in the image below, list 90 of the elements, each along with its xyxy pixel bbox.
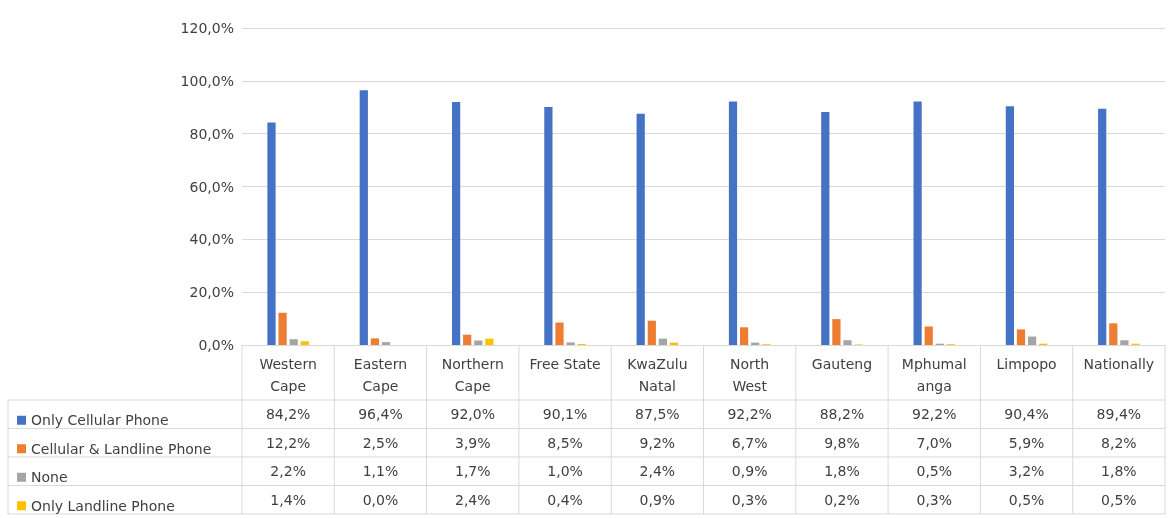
- bar: [913, 101, 922, 345]
- data-label: 3,2%: [1008, 463, 1045, 480]
- x-tick-label: Western Cape: [259, 356, 317, 394]
- data-label: 92,2%: [912, 406, 957, 423]
- data-label: 90,4%: [1004, 406, 1049, 423]
- bar: [267, 122, 276, 345]
- bar: [381, 342, 391, 345]
- bar: [566, 342, 575, 345]
- data-label: 0,3%: [916, 491, 953, 508]
- data-label: 1,7%: [454, 463, 491, 480]
- y-tick-label: 40,0%: [189, 231, 234, 248]
- y-tick-label: 80,0%: [189, 125, 234, 142]
- data-label: 0,2%: [824, 491, 860, 508]
- bar: [300, 341, 309, 345]
- legend-label: Only Cellular Phone: [31, 412, 169, 429]
- x-tick-label: Northern Cape: [441, 356, 504, 394]
- data-label: 2,4%: [454, 491, 491, 508]
- data-label: 0,5%: [1101, 491, 1137, 508]
- bar: [924, 326, 933, 345]
- data-label: 87,5%: [635, 406, 680, 423]
- data-label: 0,9%: [731, 463, 768, 480]
- bar: [1120, 340, 1129, 345]
- bar: [821, 112, 830, 345]
- x-tick-label: Free State: [529, 356, 601, 372]
- data-label: 84,2%: [265, 406, 311, 423]
- data-label: 92,0%: [450, 406, 495, 423]
- x-tick-label: Eastern Cape: [353, 356, 408, 394]
- bar: [555, 322, 564, 345]
- bar: [728, 101, 738, 345]
- data-label: 0,5%: [1008, 491, 1045, 508]
- bar: [1109, 323, 1118, 345]
- data-label: 88,2%: [819, 406, 865, 423]
- data-label: 90,1%: [542, 406, 588, 423]
- bar: [1005, 106, 1015, 345]
- bar: [658, 338, 668, 345]
- data-label: 2,5%: [362, 434, 399, 451]
- bar: [485, 338, 494, 345]
- bar: [289, 339, 298, 345]
- data-label: 6,7%: [731, 434, 768, 451]
- data-label: 92,2%: [727, 406, 772, 423]
- data-label: 1,1%: [362, 463, 399, 480]
- bar: [843, 340, 852, 345]
- data-label: 0,9%: [639, 491, 676, 508]
- bar: [832, 319, 841, 345]
- x-tick-label: North West: [730, 356, 770, 394]
- x-tick-label: KwaZulu Natal: [627, 356, 688, 394]
- bar: [739, 327, 749, 345]
- data-label: 1,8%: [1101, 463, 1137, 480]
- bar: [647, 320, 656, 345]
- data-label: 7,0%: [916, 434, 953, 451]
- x-tick-label: Mphumal anga: [901, 356, 967, 394]
- legend-label: Cellular & Landline Phone: [31, 440, 212, 457]
- data-label: 8,2%: [1101, 434, 1137, 451]
- data-label: 89,4%: [1096, 406, 1142, 423]
- y-tick-label: 60,0%: [189, 178, 234, 195]
- data-label: 8,5%: [547, 434, 583, 451]
- y-tick-label: 120,0%: [180, 20, 234, 36]
- y-tick-label: 100,0%: [180, 72, 234, 89]
- bar: [451, 101, 461, 345]
- y-tick-label: 20,0%: [189, 284, 234, 301]
- data-label: 0,4%: [547, 491, 583, 508]
- data-label: 3,9%: [454, 434, 491, 451]
- x-tick-label: Gauteng: [811, 356, 873, 372]
- bar: [463, 334, 472, 345]
- data-label: 2,2%: [270, 463, 306, 480]
- bar: [544, 106, 553, 345]
- data-label: 96,4%: [358, 406, 403, 423]
- data-label: 1,8%: [824, 463, 860, 480]
- legend-label: Only Landline Phone: [31, 497, 175, 514]
- x-tick-label: Nationally: [1083, 356, 1155, 372]
- bar: [1027, 336, 1037, 345]
- y-tick-label: 0,0%: [198, 337, 234, 353]
- data-label: 9,8%: [824, 434, 860, 451]
- data-label: 5,9%: [1008, 434, 1045, 451]
- bar: [1016, 329, 1026, 345]
- data-label: 1,0%: [547, 463, 583, 480]
- data-label: 0,3%: [731, 491, 768, 508]
- data-label: 1,4%: [270, 491, 306, 508]
- legend-label: None: [31, 469, 68, 486]
- bar: [278, 312, 287, 345]
- data-label: 2,4%: [639, 463, 676, 480]
- x-tick-label: Limpopo: [996, 356, 1057, 372]
- bar: [636, 113, 645, 345]
- data-label: 12,2%: [265, 434, 311, 451]
- data-label: 9,2%: [639, 434, 676, 451]
- bar: [370, 338, 380, 345]
- bar: [1098, 108, 1107, 345]
- data-label: 0,5%: [916, 463, 953, 480]
- bar: [359, 90, 368, 345]
- data-label: 0,0%: [362, 491, 399, 508]
